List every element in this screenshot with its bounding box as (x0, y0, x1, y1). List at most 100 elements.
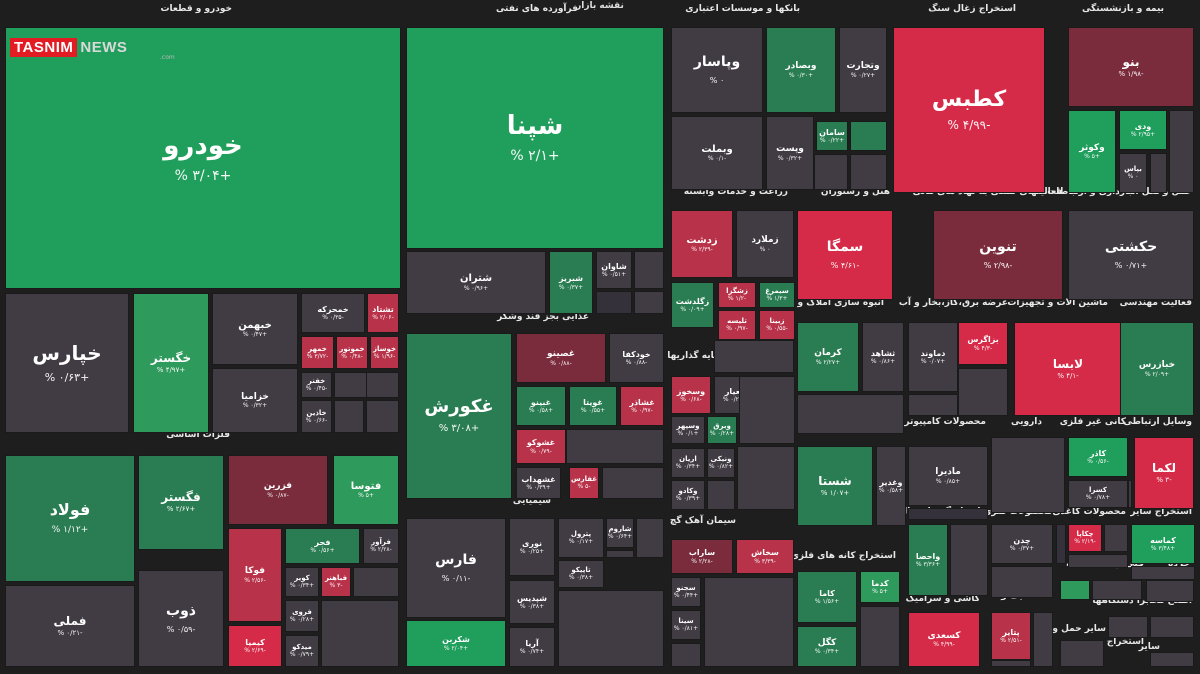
ticker-tile[interactable] (1150, 616, 1194, 638)
ticker-tile[interactable]: فتوسا +۵ % (333, 455, 399, 525)
ticker-tile[interactable]: سمگا -۴/۶۱ % (797, 210, 893, 300)
ticker-tile[interactable]: فرآور -۲/۲۸ % (363, 528, 399, 564)
ticker-tile[interactable]: کیمیا -۲/۶۹ % (228, 625, 282, 667)
ticker-tile[interactable]: کرمان +۲/۲۷ % (797, 322, 859, 392)
ticker-tile[interactable] (321, 600, 399, 667)
ticker-tile[interactable]: سینا +۰/۸۱ % (671, 610, 701, 640)
ticker-tile[interactable] (707, 480, 735, 510)
ticker-tile[interactable]: خودرو +۳/۰۴ % (5, 27, 401, 289)
ticker-tile[interactable]: حکشتی +۰/۷۱ % (1068, 210, 1194, 300)
ticker-tile[interactable]: دماوند +۰/۰۷ % (908, 322, 958, 392)
ticker-tile[interactable]: خزامیا +۰/۳۲ % (212, 368, 298, 433)
ticker-tile[interactable]: سامان +۰/۲۲ % (816, 121, 848, 151)
ticker-tile[interactable]: اریان +۰/۳۴ % (671, 448, 705, 478)
ticker-tile[interactable]: ودی +۲/۹۵ % (1119, 110, 1167, 150)
ticker-tile[interactable] (634, 251, 664, 289)
ticker-tile[interactable]: بنو -۱/۹۸ % (1068, 27, 1194, 107)
ticker-tile[interactable] (1128, 480, 1132, 508)
ticker-tile[interactable]: غشهداب +۰/۳۹ % (516, 467, 561, 499)
ticker-tile[interactable] (814, 154, 848, 190)
ticker-tile[interactable]: شپنا +۲/۱ % (406, 27, 664, 249)
ticker-tile[interactable]: خموتور -۰/۴۸ % (336, 336, 368, 369)
ticker-tile[interactable]: خفنر -۰/۴۵ % (301, 372, 332, 398)
ticker-tile[interactable] (566, 429, 664, 464)
ticker-tile[interactable] (1150, 153, 1167, 193)
ticker-tile[interactable]: کسعدی -۴/۹۹ % (908, 612, 980, 667)
ticker-tile[interactable] (1104, 524, 1128, 552)
ticker-tile[interactable] (558, 590, 664, 667)
ticker-tile[interactable]: خودکفا -۰/۸۸ % (609, 333, 664, 383)
ticker-tile[interactable]: غصینو -۰/۸۸ % (516, 333, 606, 383)
ticker-tile[interactable]: غفارس -۵ % (569, 467, 599, 499)
ticker-tile[interactable]: وغدیر +۰/۵۸ % (876, 446, 906, 526)
ticker-tile[interactable] (596, 291, 632, 314)
ticker-tile[interactable]: بپاس ۰ % (1119, 153, 1147, 193)
ticker-tile[interactable]: فروی +۰/۲۸ % (285, 600, 319, 632)
ticker-tile[interactable]: وکوثر +۵ % (1068, 110, 1116, 193)
ticker-tile[interactable]: کدما +۵ % (860, 571, 900, 603)
ticker-tile[interactable]: غویتا +۰/۵۵ % (569, 386, 617, 426)
ticker-tile[interactable] (671, 643, 701, 667)
ticker-tile[interactable] (737, 446, 795, 510)
ticker-tile[interactable]: غبینو +۰/۵۸ % (516, 386, 566, 426)
ticker-tile[interactable]: فملی -۰/۲۱ % (5, 585, 135, 667)
ticker-tile[interactable]: وبملت -۰/۱ % (671, 116, 763, 190)
ticker-tile[interactable]: وسخوز -۰/۶۸ % (671, 376, 711, 414)
ticker-tile[interactable] (1068, 554, 1128, 568)
ticker-tile[interactable] (950, 524, 988, 596)
ticker-tile[interactable] (366, 400, 399, 433)
ticker-tile[interactable]: پتایر -۲/۵۱ % (991, 612, 1031, 660)
ticker-tile[interactable]: وبصادر +۰/۳۰ % (766, 27, 836, 113)
ticker-tile[interactable]: شکربن +۲/۰۴ % (406, 620, 506, 667)
ticker-tile[interactable]: فزرین -۰/۸۷ % (228, 455, 328, 525)
ticker-tile[interactable]: پترول +۰/۱۷ % (558, 518, 604, 558)
ticker-tile[interactable]: خگستر +۴/۹۷ % (133, 293, 209, 433)
ticker-tile[interactable]: شتران +۰/۹۶ % (406, 251, 546, 314)
ticker-tile[interactable]: وپاسار ۰ % (671, 27, 763, 113)
ticker-tile[interactable]: فولاد +۱/۱۲ % (5, 455, 135, 582)
ticker-tile[interactable]: بزاگرس -۴/۳ % (958, 322, 1008, 365)
ticker-tile[interactable]: فوکا -۲/۵۶ % (228, 528, 282, 622)
ticker-tile[interactable]: شستا +۱/۰۷ % (797, 446, 873, 526)
ticker-tile[interactable]: زشگزا -۱/۲ % (718, 282, 756, 308)
ticker-tile[interactable]: شاوان +۰/۵۱ % (596, 251, 632, 289)
ticker-tile[interactable]: خبهمن +۰/۴۷ % (212, 293, 298, 365)
ticker-tile[interactable] (860, 606, 900, 667)
ticker-tile[interactable]: خاذین -۰/۶۶ % (301, 400, 332, 433)
ticker-tile[interactable] (1150, 652, 1194, 667)
ticker-tile[interactable]: کسرا +۰/۷۸ % (1068, 480, 1128, 508)
ticker-tile[interactable] (850, 154, 887, 190)
ticker-tile[interactable] (739, 376, 795, 444)
ticker-tile[interactable]: خوساز -۱/۹۶ % (370, 336, 399, 369)
ticker-tile[interactable]: لابسا -۴/۱ % (1014, 322, 1122, 416)
ticker-tile[interactable]: لکما -۳ % (1134, 437, 1194, 509)
ticker-tile[interactable]: کگل +۰/۳۴ % (797, 626, 857, 667)
ticker-tile[interactable] (1060, 640, 1104, 667)
ticker-tile[interactable] (958, 368, 1008, 416)
ticker-tile[interactable]: زملارد ۰ % (736, 210, 794, 278)
ticker-tile[interactable]: ساراب -۲/۲۸ % (671, 539, 733, 574)
ticker-tile[interactable] (353, 567, 399, 597)
ticker-tile[interactable]: شپدیس +۰/۳۸ % (509, 580, 555, 624)
ticker-tile[interactable] (1033, 612, 1053, 667)
ticker-tile[interactable] (1060, 580, 1090, 600)
ticker-tile[interactable] (1108, 616, 1148, 638)
ticker-tile[interactable]: چکاپا -۲/۱۹ % (1068, 524, 1102, 552)
ticker-tile[interactable] (366, 372, 399, 398)
ticker-tile[interactable]: سخاش -۳/۳۹ % (736, 539, 794, 574)
ticker-tile[interactable]: آریا +۰/۷۴ % (509, 627, 555, 667)
ticker-tile[interactable]: فارس -۰/۱۱ % (406, 518, 506, 618)
ticker-tile[interactable]: ثشاهد +۰/۸۶ % (862, 322, 904, 392)
ticker-tile[interactable]: کماسه +۳/۴۸ % (1131, 524, 1195, 564)
ticker-tile[interactable]: سجنو +۰/۴۴ % (671, 577, 701, 607)
ticker-tile[interactable]: ذوب -۰/۵۹ % (138, 570, 224, 667)
ticker-tile[interactable]: کاما +۱/۵۶ % (797, 571, 857, 623)
ticker-tile[interactable]: خمحرکه -۰/۳۵ % (301, 293, 365, 333)
ticker-tile[interactable]: شبریز +۰/۳۷ % (549, 251, 593, 314)
ticker-tile[interactable] (797, 394, 904, 434)
ticker-tile[interactable] (602, 467, 664, 499)
ticker-tile[interactable]: غشوکو -۰/۷۹ % (516, 429, 566, 464)
ticker-tile[interactable] (991, 437, 1065, 513)
ticker-tile[interactable] (634, 291, 664, 314)
ticker-tile[interactable]: تلیسه -۰/۹۷ % (718, 310, 756, 340)
